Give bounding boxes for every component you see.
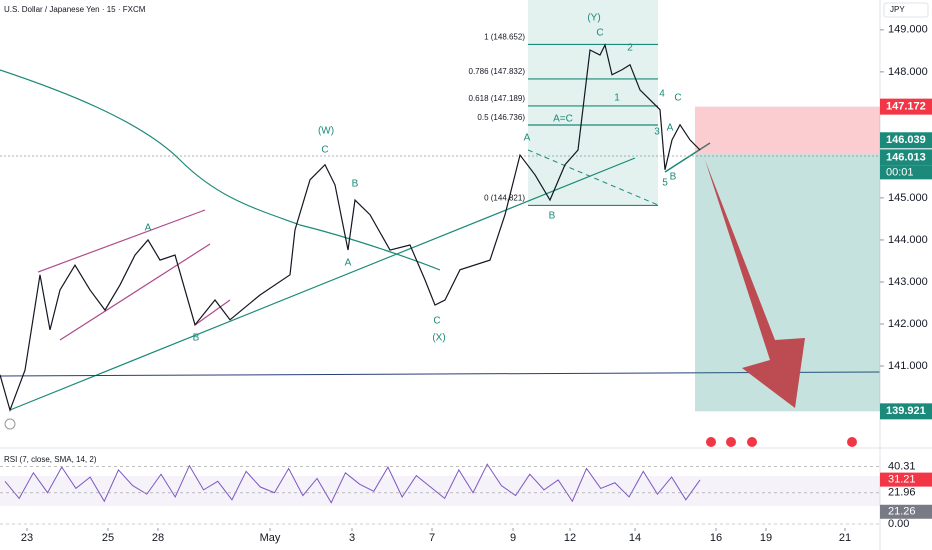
target-label: 139.921 (886, 405, 926, 417)
y-tick-label: 144.000 (888, 234, 928, 246)
channel (37, 209, 206, 273)
countdown: 00:01 (886, 166, 914, 178)
horizontal-line (0, 371, 881, 377)
target-zone (695, 154, 880, 412)
wave-label: B (549, 211, 556, 222)
fib-label: 0.618 (147.189) (469, 94, 526, 103)
wave-label: A (145, 223, 152, 234)
x-tick-label: 12 (564, 532, 576, 544)
wave-label: C (596, 28, 603, 39)
wave-label: 4 (659, 89, 665, 100)
x-tick-label: 19 (760, 532, 772, 544)
rsi-tick-label: 40.31 (888, 461, 916, 473)
x-tick-label: 28 (152, 532, 164, 544)
rsi-title: RSI (7, close, SMA, 14, 2) (4, 455, 97, 464)
x-tick-label: 23 (21, 532, 33, 544)
wave-label: C (674, 93, 681, 104)
last-price-label: 146.013 (886, 151, 926, 163)
fib-zone (528, 0, 658, 206)
icon (847, 437, 857, 447)
last-price-label-box (880, 149, 932, 166)
wave-label: A (345, 258, 352, 269)
rsi-band (0, 476, 880, 506)
rsi-value: 31.21 (888, 474, 916, 486)
y-tick-label: 143.000 (888, 276, 928, 288)
target-label-box (880, 403, 932, 420)
wave-label: C (433, 316, 440, 327)
icon (747, 437, 757, 447)
chart-title: U.S. Dollar / Japanese Yen · 15 · FXCM (4, 5, 146, 14)
wave-label: 3 (654, 127, 660, 138)
rsi-tick-label: 0.00 (888, 518, 909, 530)
wave-label: A (667, 123, 674, 134)
rsi-tick-label: 21.96 (888, 487, 916, 499)
icon (726, 437, 736, 447)
wave-label: B (352, 179, 359, 190)
x-tick-label: 25 (102, 532, 114, 544)
y-tick-label: 142.000 (888, 318, 928, 330)
x-tick-label: 21 (839, 532, 851, 544)
price-line (0, 43, 701, 413)
entry-label: 146.039 (886, 134, 926, 146)
icon (706, 437, 716, 447)
sma-value: 21.26 (888, 506, 916, 518)
y-tick-label: 149.000 (888, 24, 928, 36)
trendline (9, 157, 636, 411)
y-tick-label: 148.000 (888, 66, 928, 78)
wave-label: B (193, 333, 200, 344)
stop-zone (695, 106, 880, 155)
x-tick-label: 14 (629, 532, 641, 544)
wave-label: B (670, 172, 677, 183)
sma-value-box (880, 504, 932, 519)
wave-label: (Y) (587, 13, 600, 24)
x-tick-label: 3 (349, 532, 355, 544)
fib-label: 1 (148.652) (484, 33, 525, 42)
wave-label: A (524, 133, 531, 144)
moving-average (0, 69, 441, 271)
fib-label: 0.786 (147.832) (469, 67, 526, 76)
x-tick-label: 7 (429, 532, 435, 544)
wave-label: 5 (662, 178, 668, 189)
wave-label: A=C (553, 114, 573, 125)
x-tick-label: May (260, 532, 281, 544)
entry-label-box (880, 132, 932, 149)
trendline (664, 142, 711, 173)
rsi-value-box (880, 472, 932, 487)
countdown-box (880, 165, 932, 180)
fib-label: 0.5 (146.736) (477, 113, 525, 122)
wave-label: C (321, 145, 328, 156)
icon (4, 418, 16, 430)
rsi-line (4, 463, 701, 504)
stop-label: 147.172 (886, 101, 926, 113)
channel (194, 299, 231, 326)
x-tick-label: 9 (510, 532, 516, 544)
channel (59, 243, 211, 341)
y-tick-label: 141.000 (888, 360, 928, 372)
wave-label: 1 (614, 93, 620, 104)
dashed-line (527, 149, 659, 206)
arrow (705, 160, 805, 408)
y-tick-label: 145.000 (888, 192, 928, 204)
currency-box (883, 2, 929, 18)
fib-label: 0 (144.821) (484, 194, 525, 203)
currency: JPY (890, 5, 905, 14)
wave-label: 2 (627, 43, 633, 54)
stop-label-box (880, 98, 932, 115)
x-tick-label: 16 (710, 532, 722, 544)
wave-label: (W) (318, 126, 334, 137)
wave-label: (X) (432, 333, 445, 344)
